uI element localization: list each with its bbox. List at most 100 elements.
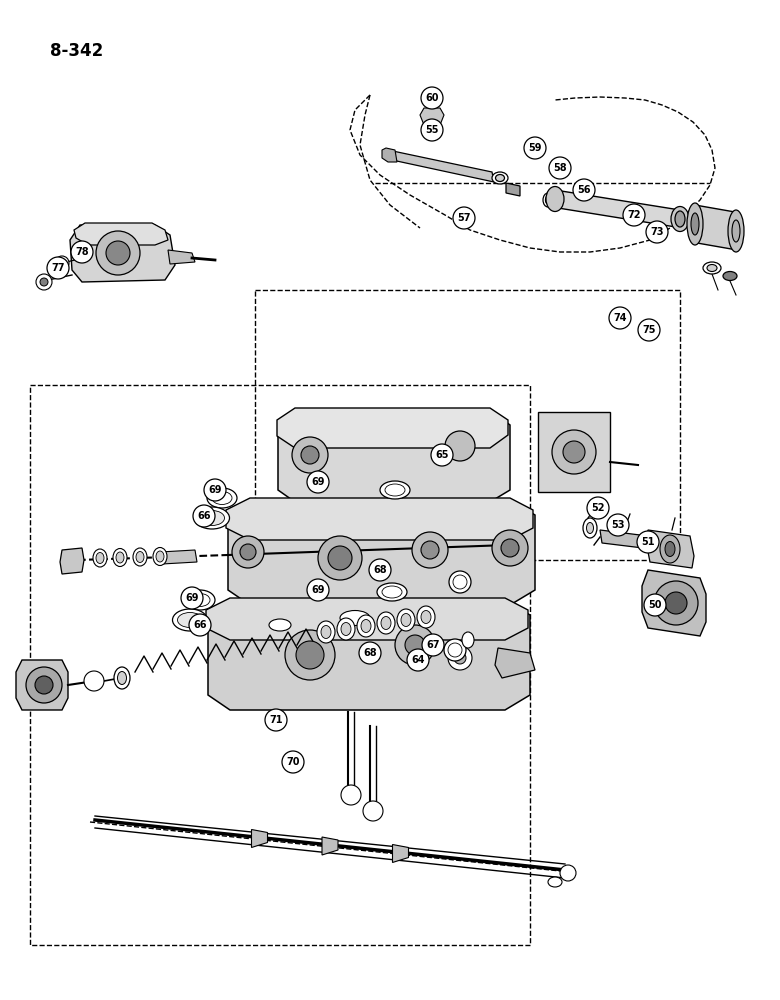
Text: 77: 77 (51, 263, 65, 273)
Text: 70: 70 (286, 757, 300, 767)
Polygon shape (642, 570, 706, 636)
Ellipse shape (675, 211, 685, 227)
Circle shape (282, 751, 304, 773)
Circle shape (573, 179, 595, 201)
Circle shape (232, 536, 264, 568)
Ellipse shape (194, 507, 229, 529)
Circle shape (36, 274, 52, 290)
Text: 52: 52 (591, 503, 604, 513)
Circle shape (552, 430, 596, 474)
Ellipse shape (671, 207, 689, 232)
Circle shape (301, 446, 319, 464)
Circle shape (341, 785, 361, 805)
Ellipse shape (317, 621, 335, 643)
Circle shape (189, 614, 211, 636)
Ellipse shape (545, 196, 551, 204)
Ellipse shape (495, 174, 505, 182)
Ellipse shape (421, 610, 431, 624)
Circle shape (454, 652, 466, 664)
Ellipse shape (200, 510, 225, 526)
Polygon shape (555, 190, 682, 228)
Circle shape (607, 514, 629, 536)
Circle shape (665, 592, 687, 614)
Circle shape (492, 530, 528, 566)
Text: 75: 75 (642, 325, 656, 335)
Polygon shape (226, 498, 533, 540)
Ellipse shape (381, 616, 391, 630)
Ellipse shape (190, 593, 210, 606)
Ellipse shape (357, 615, 375, 637)
Circle shape (369, 559, 391, 581)
Ellipse shape (546, 186, 564, 212)
Circle shape (421, 87, 443, 109)
Circle shape (265, 709, 287, 731)
Polygon shape (168, 250, 195, 264)
Ellipse shape (340, 610, 370, 626)
Ellipse shape (492, 172, 508, 184)
Ellipse shape (156, 551, 164, 562)
Ellipse shape (382, 586, 402, 598)
Text: 72: 72 (627, 210, 640, 220)
Text: 74: 74 (613, 313, 627, 323)
Polygon shape (392, 844, 409, 862)
Ellipse shape (728, 210, 744, 252)
Ellipse shape (453, 575, 467, 589)
Circle shape (654, 581, 698, 625)
Text: 78: 78 (75, 247, 89, 257)
Polygon shape (208, 600, 530, 710)
Ellipse shape (207, 488, 237, 508)
Circle shape (445, 431, 475, 461)
Circle shape (407, 649, 429, 671)
Circle shape (453, 207, 475, 229)
Circle shape (412, 532, 448, 568)
Polygon shape (538, 412, 610, 492)
Text: 67: 67 (426, 640, 440, 650)
Ellipse shape (687, 203, 703, 245)
Polygon shape (495, 648, 535, 678)
Ellipse shape (93, 549, 107, 567)
Ellipse shape (380, 481, 410, 499)
Circle shape (421, 541, 439, 559)
Circle shape (292, 437, 328, 473)
Ellipse shape (361, 619, 371, 633)
Text: 51: 51 (641, 537, 654, 547)
Ellipse shape (587, 522, 594, 534)
Circle shape (501, 539, 519, 557)
Circle shape (609, 307, 631, 329)
Text: 66: 66 (197, 511, 211, 521)
Polygon shape (60, 548, 84, 574)
Circle shape (587, 497, 609, 519)
Ellipse shape (703, 262, 721, 274)
Circle shape (296, 641, 324, 669)
Ellipse shape (337, 618, 355, 640)
Polygon shape (322, 837, 338, 855)
Text: 64: 64 (411, 655, 425, 665)
Text: 68: 68 (373, 565, 387, 575)
Text: 53: 53 (612, 520, 625, 530)
Circle shape (71, 241, 93, 263)
Ellipse shape (583, 518, 597, 538)
Circle shape (363, 801, 383, 821)
Ellipse shape (665, 542, 675, 556)
Polygon shape (600, 530, 643, 548)
Polygon shape (506, 183, 520, 196)
Text: 73: 73 (651, 227, 664, 237)
Ellipse shape (118, 672, 126, 684)
Text: 56: 56 (577, 185, 590, 195)
Polygon shape (420, 108, 444, 125)
Circle shape (421, 119, 443, 141)
Circle shape (193, 505, 215, 527)
Text: 8-342: 8-342 (50, 42, 103, 60)
Circle shape (96, 231, 140, 275)
Circle shape (84, 671, 104, 691)
Circle shape (307, 579, 329, 601)
Polygon shape (228, 500, 535, 605)
Circle shape (422, 634, 444, 656)
Text: 55: 55 (425, 125, 438, 135)
Text: 71: 71 (269, 715, 282, 725)
Ellipse shape (269, 619, 291, 631)
Circle shape (431, 444, 453, 466)
Ellipse shape (116, 552, 124, 563)
Ellipse shape (377, 583, 407, 601)
Circle shape (240, 544, 256, 560)
